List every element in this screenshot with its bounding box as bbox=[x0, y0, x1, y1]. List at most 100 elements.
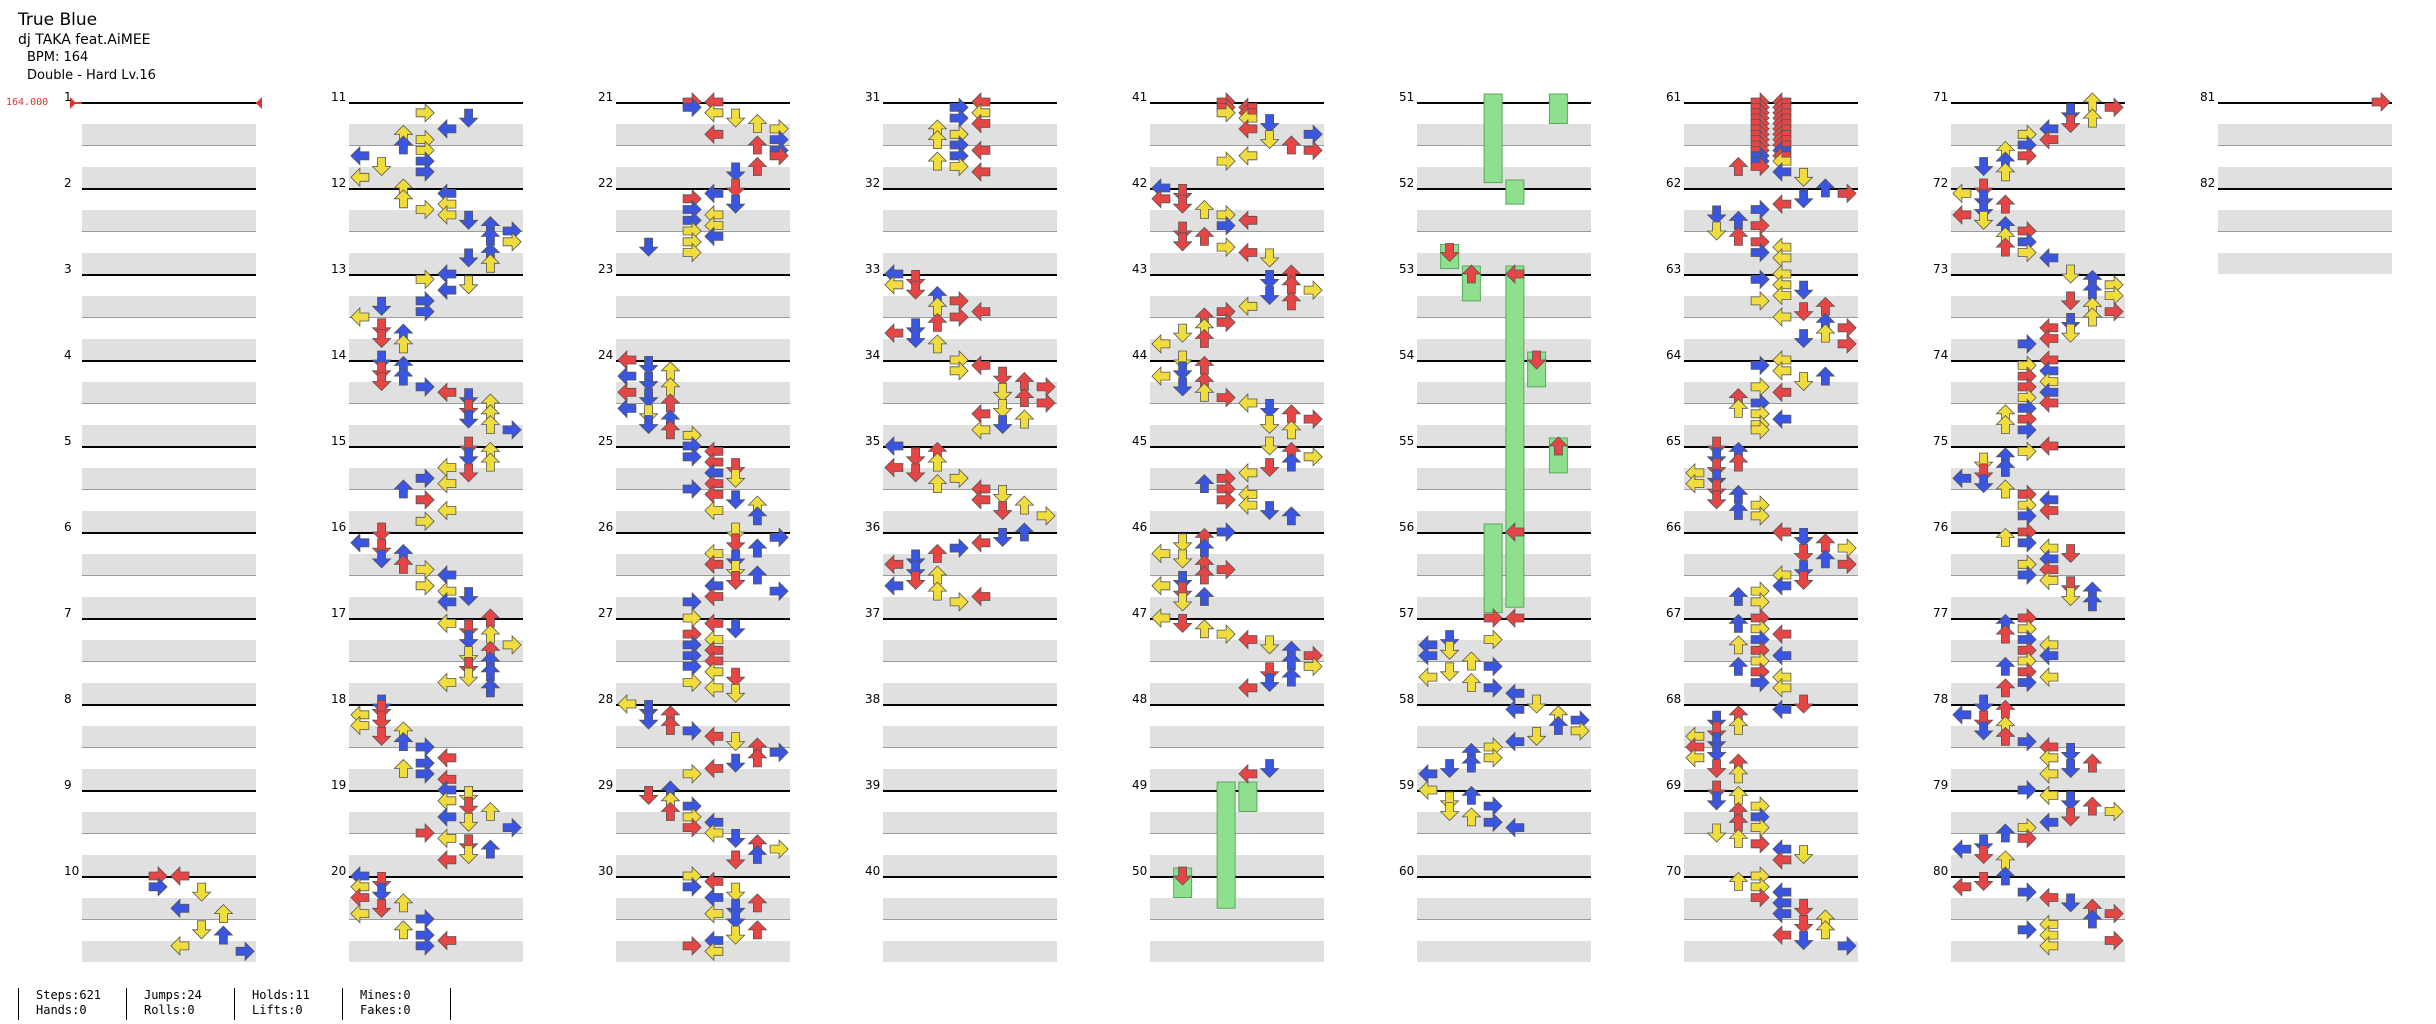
beat-stripe bbox=[616, 940, 790, 962]
arrow-left-icon bbox=[1505, 264, 1525, 284]
beat-line bbox=[349, 145, 523, 146]
arrow-right-icon bbox=[682, 591, 702, 612]
arrow-up-icon bbox=[1995, 527, 2016, 547]
arrow-down-icon bbox=[992, 501, 1013, 521]
arrow-left-icon bbox=[617, 694, 637, 714]
beat-line bbox=[1417, 145, 1591, 146]
beat-stripe bbox=[349, 940, 523, 962]
arrow-down-icon bbox=[905, 269, 926, 289]
arrow-down-icon bbox=[1439, 243, 1460, 263]
chart-column: 71 72 73 74 75 76 77 78 79 80 bbox=[1933, 90, 2125, 982]
arrow-down-icon bbox=[1259, 458, 1280, 478]
beat-stripe bbox=[616, 252, 790, 274]
arrow-down-icon bbox=[1439, 759, 1460, 779]
beat-stripe bbox=[349, 768, 523, 790]
arrow-up-icon bbox=[1014, 495, 1035, 515]
beat-stripe bbox=[1951, 424, 2125, 446]
arrow-down-icon bbox=[1973, 189, 1994, 209]
beat-line bbox=[883, 661, 1057, 662]
measure-line bbox=[616, 102, 790, 104]
measure-number: 30 bbox=[598, 864, 614, 878]
arrow-down-icon bbox=[992, 382, 1013, 402]
beat-line bbox=[349, 833, 523, 834]
arrow-right-icon bbox=[769, 581, 789, 602]
measure-number: 78 bbox=[1933, 692, 1949, 706]
arrow-right-icon bbox=[1216, 102, 1236, 123]
measure: 40 bbox=[865, 864, 1057, 962]
arrow-left-icon bbox=[1772, 194, 1792, 215]
beat-stripe bbox=[349, 381, 523, 403]
measure: 7 bbox=[64, 606, 256, 704]
arrow-down-icon bbox=[905, 318, 926, 338]
measure-line bbox=[1951, 274, 2125, 276]
measure-line bbox=[349, 274, 523, 276]
beat-stripe bbox=[349, 424, 523, 446]
measure: 11 bbox=[331, 90, 523, 188]
measure-number: 11 bbox=[331, 90, 347, 104]
arrow-down-icon bbox=[1706, 743, 1727, 762]
beat-stripe bbox=[616, 682, 790, 704]
arrow-right-icon bbox=[2017, 333, 2037, 354]
beat-stripe bbox=[883, 510, 1057, 532]
beat-line bbox=[349, 575, 523, 576]
arrow-down-icon bbox=[1172, 221, 1193, 241]
beat-stripe bbox=[883, 596, 1057, 618]
arrow-left-icon bbox=[1772, 925, 1792, 946]
arrow-down-icon bbox=[1172, 377, 1193, 397]
arrow-left-icon bbox=[971, 586, 991, 607]
measure: 32 bbox=[865, 176, 1057, 274]
arrow-left-icon bbox=[704, 661, 724, 682]
beat-stripe bbox=[1417, 381, 1591, 403]
arrow-down-icon bbox=[1973, 178, 1994, 198]
arrow-left-icon bbox=[704, 102, 724, 123]
arrow-up-icon bbox=[1014, 371, 1035, 391]
arrow-up-icon bbox=[2082, 307, 2103, 327]
arrow-up-icon bbox=[480, 839, 501, 859]
arrow-up-icon bbox=[1995, 457, 2016, 477]
beat-stripe bbox=[1684, 338, 1858, 360]
measure-number: 19 bbox=[331, 778, 347, 792]
arrow-right-icon bbox=[1750, 672, 1770, 693]
beat-line bbox=[349, 403, 523, 404]
beat-line bbox=[82, 231, 256, 232]
measure: 38 bbox=[865, 692, 1057, 790]
arrow-right-icon bbox=[2104, 801, 2124, 822]
measure: 63 bbox=[1666, 262, 1858, 360]
measure-number: 27 bbox=[598, 606, 614, 620]
arrow-up-icon bbox=[2082, 753, 2103, 773]
arrow-up-icon bbox=[927, 312, 948, 332]
arrow-down-icon bbox=[458, 587, 479, 607]
arrow-down-icon bbox=[1793, 189, 1814, 209]
arrow-right-icon bbox=[1750, 591, 1770, 612]
measure: 59 bbox=[1399, 778, 1591, 876]
measure-line bbox=[1417, 360, 1591, 362]
arrow-down-icon bbox=[1172, 866, 1193, 886]
arrow-down-icon bbox=[2060, 103, 2081, 123]
beat-stripe bbox=[349, 510, 523, 532]
measure-line bbox=[1684, 876, 1858, 878]
measure-number: 29 bbox=[598, 778, 614, 792]
beat-stripe bbox=[1951, 596, 2125, 618]
arrow-right-icon bbox=[415, 489, 435, 510]
beat-stripe bbox=[349, 682, 523, 704]
measure: 39 bbox=[865, 778, 1057, 876]
arrow-down-icon bbox=[905, 571, 926, 590]
beat-line bbox=[883, 747, 1057, 748]
arrow-up-icon bbox=[1728, 210, 1749, 230]
beat-line bbox=[1150, 403, 1324, 404]
measure-number: 76 bbox=[1933, 520, 1949, 534]
arrow-up-icon bbox=[1995, 194, 2016, 214]
arrow-up-icon bbox=[1728, 828, 1749, 848]
measure-number: 22 bbox=[598, 176, 614, 190]
arrow-left-icon bbox=[704, 941, 724, 962]
measure: 41 bbox=[1132, 90, 1324, 188]
arrow-down-icon bbox=[725, 882, 746, 902]
arrow-left-icon bbox=[437, 500, 457, 521]
arrow-up-icon bbox=[660, 801, 681, 821]
measure-number: 39 bbox=[865, 778, 881, 792]
arrow-left-icon bbox=[2039, 500, 2059, 521]
beat-stripe bbox=[1150, 338, 1324, 360]
beat-stripe bbox=[1150, 166, 1324, 188]
beat-line bbox=[82, 833, 256, 834]
arrow-up-icon bbox=[1014, 522, 1035, 542]
